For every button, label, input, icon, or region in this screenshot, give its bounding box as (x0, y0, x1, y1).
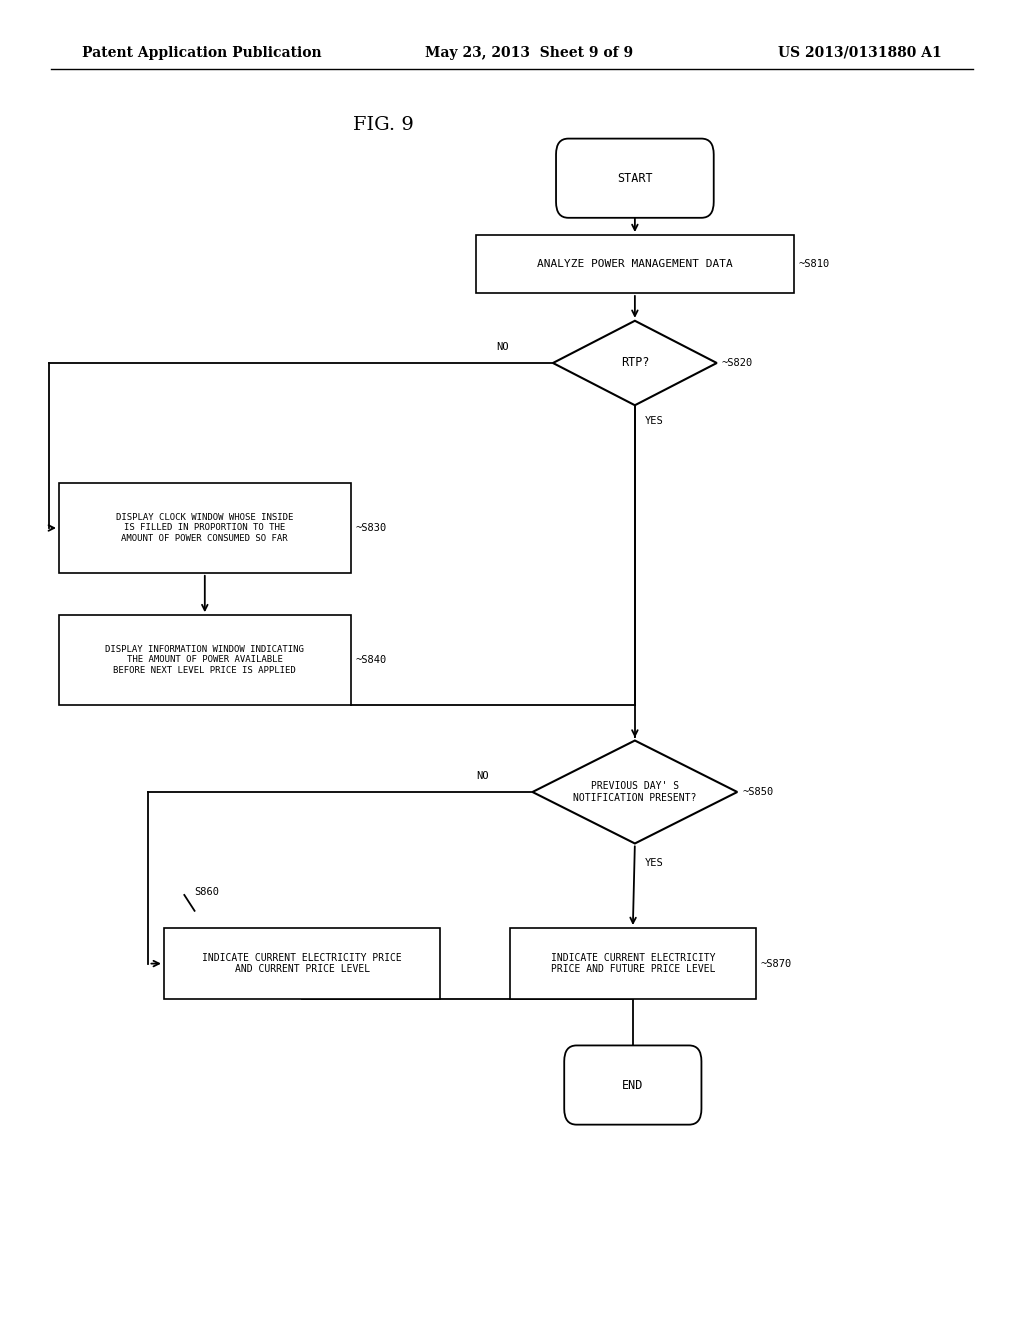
Text: ~S820: ~S820 (722, 358, 754, 368)
Bar (510, 928, 756, 999)
Text: NO: NO (497, 342, 509, 352)
Bar (59, 615, 350, 705)
Text: INDICATE CURRENT ELECTRICITY PRICE
AND CURRENT PRICE LEVEL: INDICATE CURRENT ELECTRICITY PRICE AND C… (202, 953, 402, 974)
Text: END: END (623, 1078, 643, 1092)
Text: S860: S860 (195, 887, 219, 898)
Text: YES: YES (645, 858, 664, 869)
Text: May 23, 2013  Sheet 9 of 9: May 23, 2013 Sheet 9 of 9 (425, 46, 633, 59)
Text: ANALYZE POWER MANAGEMENT DATA: ANALYZE POWER MANAGEMENT DATA (537, 259, 733, 269)
Text: DISPLAY INFORMATION WINDOW INDICATING
THE AMOUNT OF POWER AVAILABLE
BEFORE NEXT : DISPLAY INFORMATION WINDOW INDICATING TH… (105, 645, 304, 675)
Text: NO: NO (476, 771, 488, 781)
Text: ~S810: ~S810 (799, 259, 830, 269)
Text: RTP?: RTP? (621, 356, 649, 370)
Text: US 2013/0131880 A1: US 2013/0131880 A1 (778, 46, 942, 59)
Text: ~S850: ~S850 (742, 787, 774, 797)
Polygon shape (553, 321, 717, 405)
Text: ~S870: ~S870 (761, 958, 793, 969)
Text: Patent Application Publication: Patent Application Publication (82, 46, 322, 59)
Bar (164, 928, 440, 999)
Text: START: START (617, 172, 652, 185)
Text: DISPLAY CLOCK WINDOW WHOSE INSIDE
IS FILLED IN PROPORTION TO THE
AMOUNT OF POWER: DISPLAY CLOCK WINDOW WHOSE INSIDE IS FIL… (116, 513, 294, 543)
Text: ~S830: ~S830 (356, 523, 387, 533)
Text: INDICATE CURRENT ELECTRICITY
PRICE AND FUTURE PRICE LEVEL: INDICATE CURRENT ELECTRICITY PRICE AND F… (551, 953, 715, 974)
Text: YES: YES (645, 416, 664, 426)
Text: ~S840: ~S840 (356, 655, 387, 665)
Bar (476, 235, 794, 293)
Bar (59, 483, 350, 573)
Text: FIG. 9: FIG. 9 (353, 116, 414, 135)
FancyBboxPatch shape (564, 1045, 701, 1125)
Polygon shape (532, 741, 737, 843)
Text: PREVIOUS DAY' S
NOTIFICATION PRESENT?: PREVIOUS DAY' S NOTIFICATION PRESENT? (573, 781, 696, 803)
FancyBboxPatch shape (556, 139, 714, 218)
